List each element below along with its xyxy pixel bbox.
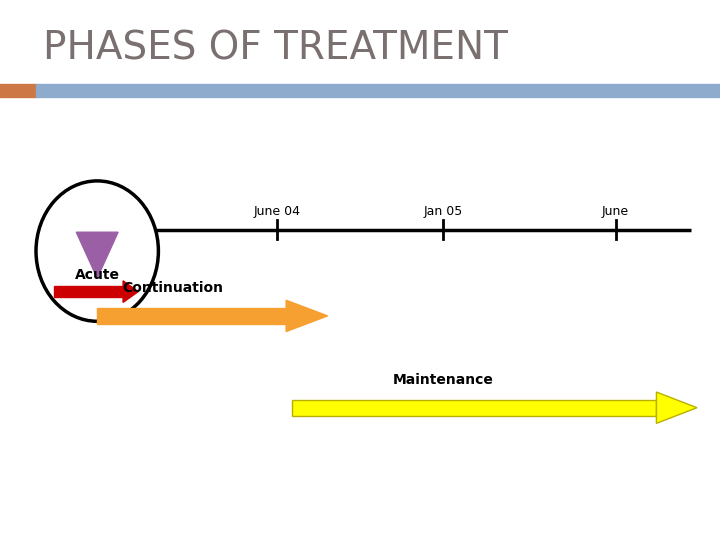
Polygon shape <box>286 300 328 332</box>
Bar <box>97 308 286 324</box>
Bar <box>292 400 657 416</box>
Text: Jan 05: Jan 05 <box>423 205 462 218</box>
Ellipse shape <box>36 181 158 321</box>
Text: Continuation: Continuation <box>122 281 223 295</box>
Text: June 04: June 04 <box>253 205 301 218</box>
Text: Jan 04: Jan 04 <box>78 205 117 218</box>
Bar <box>36 84 720 97</box>
Text: PHASES OF TREATMENT: PHASES OF TREATMENT <box>43 30 508 68</box>
Polygon shape <box>657 392 697 423</box>
Polygon shape <box>76 232 118 278</box>
Bar <box>54 286 123 297</box>
Text: 05: 05 <box>81 215 96 228</box>
Polygon shape <box>123 281 138 302</box>
Text: June: June <box>602 205 629 218</box>
Text: Acute: Acute <box>75 268 120 282</box>
Bar <box>0 84 36 97</box>
Text: Maintenance: Maintenance <box>392 373 493 387</box>
